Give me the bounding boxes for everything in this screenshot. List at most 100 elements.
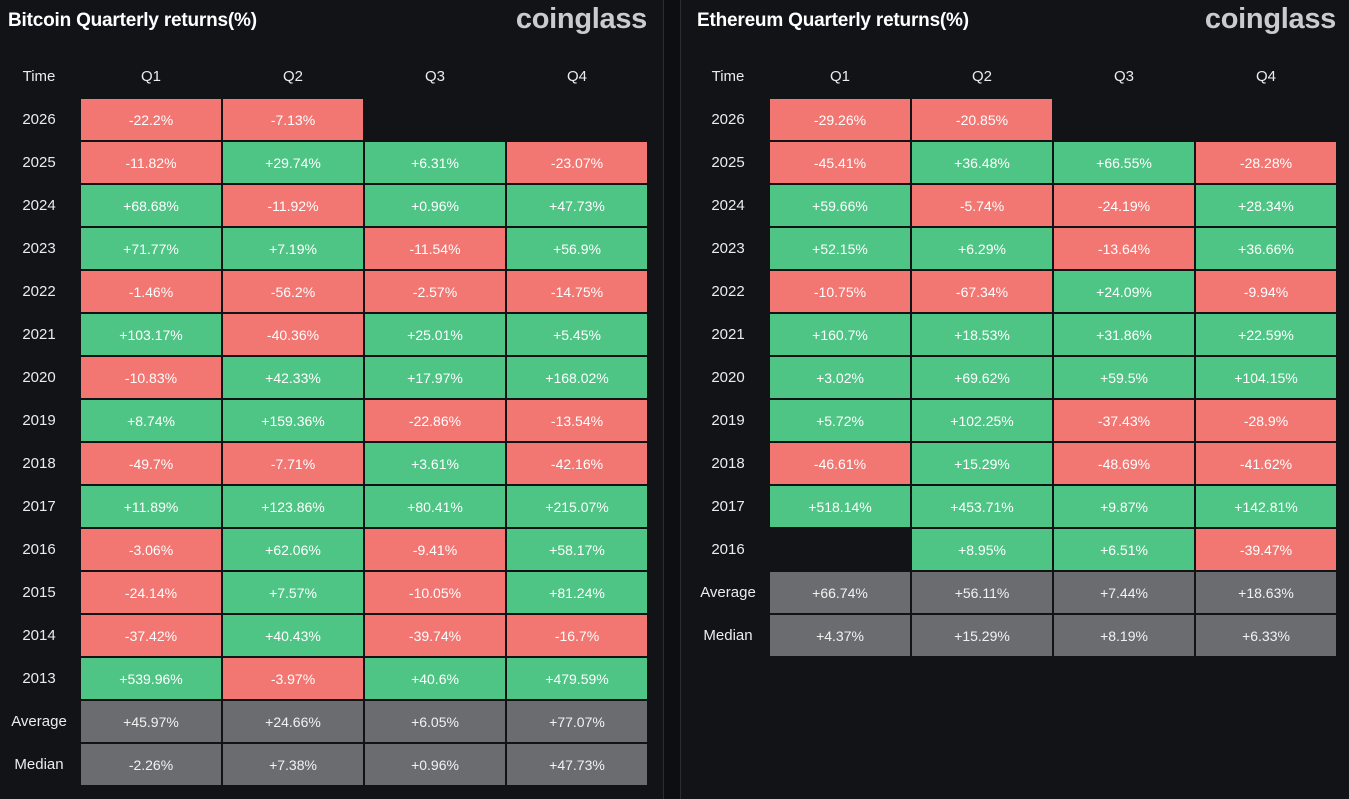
return-cell: +6.31% (365, 142, 505, 183)
header-q3: Q3 (424, 68, 445, 85)
header-q1: Q1 (829, 68, 850, 85)
header-time: Time (22, 68, 56, 85)
return-cell: +168.02% (507, 357, 647, 398)
return-cell: +7.19% (223, 228, 363, 269)
return-cell (1196, 99, 1336, 140)
table-row: 2018 -49.7% -7.71% +3.61% -42.16% (0, 442, 648, 485)
return-cell: -39.47% (1196, 529, 1336, 570)
return-cell: -14.75% (507, 271, 647, 312)
return-cell: +9.87% (1054, 486, 1194, 527)
return-cell: +18.53% (912, 314, 1052, 355)
table-row: 2017 +11.89% +123.86% +80.41% +215.07% (0, 485, 648, 528)
year-label: 2017 (22, 498, 56, 515)
return-cell: +8.19% (1054, 615, 1194, 656)
return-cell: +0.96% (365, 185, 505, 226)
return-cell: -41.62% (1196, 443, 1336, 484)
return-cell: +56.11% (912, 572, 1052, 613)
year-label: 2023 (711, 240, 745, 257)
return-cell: +59.66% (770, 185, 910, 226)
return-cell: -3.06% (81, 529, 221, 570)
return-cell: +103.17% (81, 314, 221, 355)
return-cell: +80.41% (365, 486, 505, 527)
return-cell: +59.5% (1054, 357, 1194, 398)
stat-label: Median (703, 627, 753, 644)
year-label: 2018 (711, 455, 745, 472)
return-cell: -45.41% (770, 142, 910, 183)
stat-row: Average +66.74% +56.11% +7.44% +18.63% (689, 571, 1337, 614)
return-cell: -48.69% (1054, 443, 1194, 484)
header-q4: Q4 (566, 68, 587, 85)
return-cell: -67.34% (912, 271, 1052, 312)
return-cell (770, 529, 910, 570)
year-label: 2022 (22, 283, 56, 300)
year-label: 2024 (22, 197, 56, 214)
return-cell: +81.24% (507, 572, 647, 613)
return-cell: +3.02% (770, 357, 910, 398)
return-cell (365, 99, 505, 140)
year-label: 2015 (22, 584, 56, 601)
year-label: 2026 (711, 111, 745, 128)
return-cell: +58.17% (507, 529, 647, 570)
header-q4: Q4 (1255, 68, 1276, 85)
return-cell: -20.85% (912, 99, 1052, 140)
table-row: 2025 -45.41% +36.48% +66.55% -28.28% (689, 141, 1337, 184)
year-label: 2025 (22, 154, 56, 171)
return-cell: +40.6% (365, 658, 505, 699)
return-cell: -10.83% (81, 357, 221, 398)
return-cell: +539.96% (81, 658, 221, 699)
return-cell: -56.2% (223, 271, 363, 312)
year-label: 2020 (711, 369, 745, 386)
return-cell: +3.61% (365, 443, 505, 484)
return-cell: -2.26% (81, 744, 221, 785)
stat-label: Average (11, 713, 67, 730)
header-q1: Q1 (140, 68, 161, 85)
table-row: 2021 +160.7% +18.53% +31.86% +22.59% (689, 313, 1337, 356)
return-cell: -42.16% (507, 443, 647, 484)
table-header-row: Time Q1 Q2 Q3 Q4 (689, 55, 1337, 98)
return-cell: +24.09% (1054, 271, 1194, 312)
return-cell: -28.28% (1196, 142, 1336, 183)
return-cell: +66.55% (1054, 142, 1194, 183)
table-row: 2020 +3.02% +69.62% +59.5% +104.15% (689, 356, 1337, 399)
table-row: 2013 +539.96% -3.97% +40.6% +479.59% (0, 657, 648, 700)
return-cell: +6.33% (1196, 615, 1336, 656)
return-cell: +7.57% (223, 572, 363, 613)
header-q2: Q2 (971, 68, 992, 85)
return-cell: -10.75% (770, 271, 910, 312)
stat-label: Median (14, 756, 64, 773)
return-cell: -10.05% (365, 572, 505, 613)
ethereum-returns-panel: Ethereum Quarterly returns(%) coinglass … (680, 0, 1349, 799)
return-cell: +453.71% (912, 486, 1052, 527)
return-cell: +25.01% (365, 314, 505, 355)
return-cell: +52.15% (770, 228, 910, 269)
year-label: 2021 (22, 326, 56, 343)
header-time: Time (711, 68, 745, 85)
table-row: 2020 -10.83% +42.33% +17.97% +168.02% (0, 356, 648, 399)
table-row: 2023 +71.77% +7.19% -11.54% +56.9% (0, 227, 648, 270)
return-cell: +8.74% (81, 400, 221, 441)
return-cell: -46.61% (770, 443, 910, 484)
stat-row: Median -2.26% +7.38% +0.96% +47.73% (0, 743, 648, 786)
return-cell: +479.59% (507, 658, 647, 699)
return-cell: +11.89% (81, 486, 221, 527)
return-cell: +66.74% (770, 572, 910, 613)
year-label: 2023 (22, 240, 56, 257)
return-cell: +123.86% (223, 486, 363, 527)
table-row: 2021 +103.17% -40.36% +25.01% +5.45% (0, 313, 648, 356)
return-cell: +6.05% (365, 701, 505, 742)
return-cell: +36.48% (912, 142, 1052, 183)
table-row: 2016 +8.95% +6.51% -39.47% (689, 528, 1337, 571)
return-cell: -22.2% (81, 99, 221, 140)
return-cell: -13.54% (507, 400, 647, 441)
return-cell: +24.66% (223, 701, 363, 742)
return-cell: -13.64% (1054, 228, 1194, 269)
return-cell: -29.26% (770, 99, 910, 140)
return-cell: -2.57% (365, 271, 505, 312)
return-cell: -11.54% (365, 228, 505, 269)
return-cell: -11.82% (81, 142, 221, 183)
table-row: 2025 -11.82% +29.74% +6.31% -23.07% (0, 141, 648, 184)
return-cell: +69.62% (912, 357, 1052, 398)
return-cell: +47.73% (507, 744, 647, 785)
return-cell: -3.97% (223, 658, 363, 699)
year-label: 2016 (22, 541, 56, 558)
